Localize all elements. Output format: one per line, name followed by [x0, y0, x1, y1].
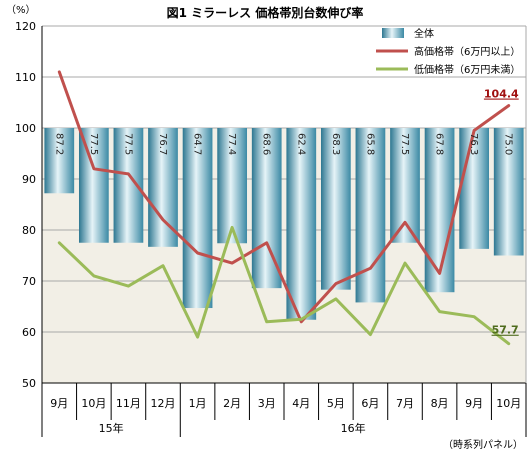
bar: [182, 128, 213, 309]
bar: [320, 128, 351, 290]
x-tick-label: 10月: [81, 397, 106, 410]
year-group-label: 15年: [99, 421, 124, 435]
x-tick-label: 3月: [258, 397, 276, 410]
y-tick-label: 50: [22, 377, 36, 390]
x-tick-label: 6月: [361, 397, 379, 410]
bar-value-label: 68.3: [330, 133, 341, 155]
x-tick-label: 8月: [431, 397, 449, 410]
high-end-label: 104.4: [484, 88, 519, 101]
y-tick-label: 60: [22, 326, 36, 339]
series-line: [57, 70, 511, 324]
y-axis-unit: （%）: [6, 4, 36, 16]
bar-value-label: 62.4: [295, 133, 306, 155]
year-group-label: 16年: [341, 421, 366, 435]
y-tick-label: 120: [15, 20, 36, 33]
bar: [493, 128, 524, 256]
bar-value-label: 67.8: [434, 133, 445, 155]
bar: [44, 128, 75, 194]
bar: [148, 128, 178, 247]
legend-label: 高価格帯（6万円以上）: [414, 45, 520, 58]
x-tick-label: 11月: [116, 397, 141, 410]
legend-label: 低価格帯（6万円未満）: [414, 63, 520, 76]
bar-value-label: 64.7: [192, 133, 203, 155]
chart-title: 図1 ミラーレス 価格帯別台数伸び率: [167, 5, 364, 20]
bar: [251, 128, 282, 289]
bar-value-label: 75.0: [503, 133, 514, 155]
x-tick-label: 9月: [465, 397, 483, 410]
x-tick-label: 12月: [151, 397, 176, 410]
bar: [459, 128, 490, 249]
legend-swatch: [382, 28, 404, 38]
bar-value-label: 77.4: [226, 133, 237, 155]
bar-value-label: 76.3: [468, 133, 479, 155]
low-end-label: 57.7: [492, 324, 519, 337]
y-tick-label: 110: [15, 71, 36, 84]
bar-value-label: 65.8: [364, 133, 375, 155]
y-tick-label: 90: [22, 173, 36, 186]
x-tick-label: 4月: [292, 397, 310, 410]
bar: [78, 128, 109, 243]
bar-value-label: 77.5: [88, 133, 99, 155]
bar: [286, 128, 317, 320]
y-tick-label: 80: [22, 224, 36, 237]
bar: [217, 128, 248, 244]
bar-value-label: 68.6: [261, 133, 272, 155]
x-tick-label: 7月: [396, 397, 414, 410]
source-note: （時系列パネル）: [443, 438, 523, 451]
series-line: [57, 225, 511, 346]
x-tick-label: 5月: [327, 397, 345, 410]
x-tick-label: 1月: [189, 397, 207, 410]
x-tick-label: 9月: [50, 397, 68, 410]
bar-value-label: 77.5: [122, 133, 133, 155]
x-tick-label: 10月: [496, 397, 521, 410]
x-tick-label: 2月: [223, 397, 241, 410]
bar: [424, 128, 455, 293]
bar-value-label: 77.5: [399, 133, 410, 155]
legend-label: 全体: [414, 27, 434, 40]
y-tick-label: 100: [15, 122, 36, 135]
bar-value-label: 76.7: [157, 133, 168, 155]
y-tick-label: 70: [22, 275, 36, 288]
bar-value-label: 87.2: [53, 133, 64, 155]
